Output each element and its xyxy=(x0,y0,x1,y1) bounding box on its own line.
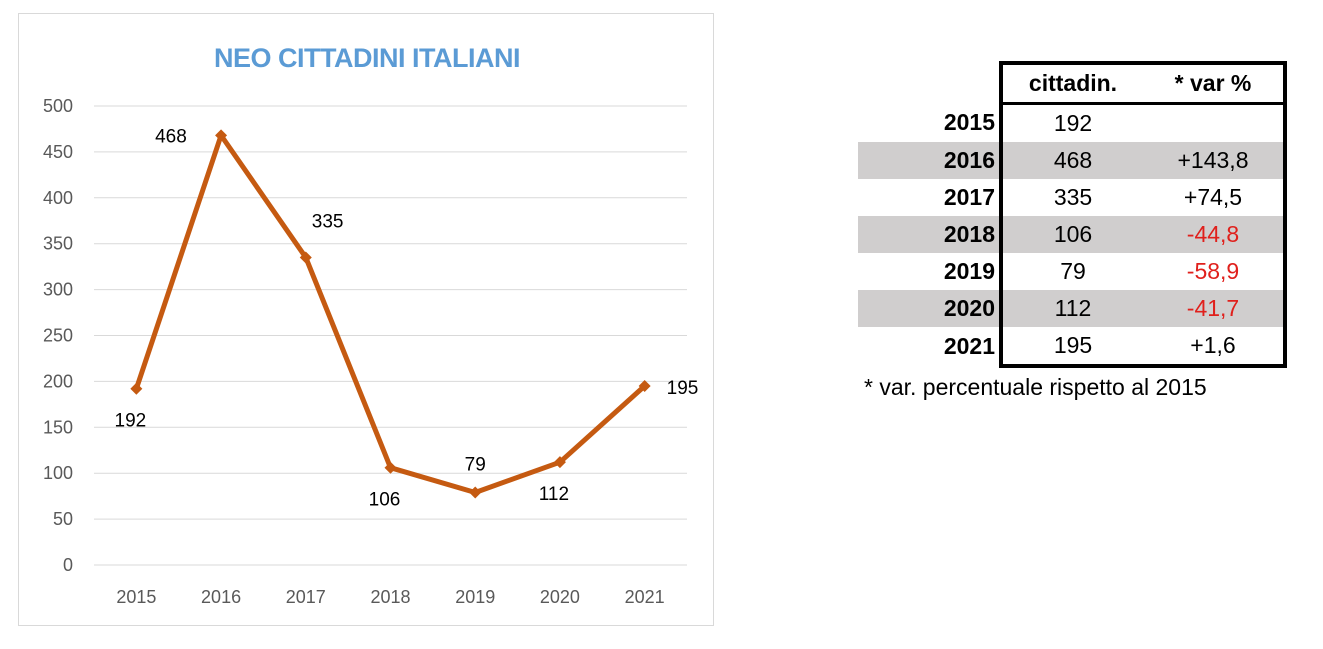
x-tick-label: 2017 xyxy=(286,587,326,607)
x-tick-label: 2015 xyxy=(116,587,156,607)
header-cittadini: cittadin. xyxy=(999,61,1143,105)
x-tick-label: 2018 xyxy=(370,587,410,607)
row-year: 2018 xyxy=(858,216,1003,253)
row-year: 2021 xyxy=(858,327,1003,366)
series-neo-cittadini xyxy=(130,129,651,499)
data-table-container: cittadin. * var % 2015 192 2016 468 +143,8 20… xyxy=(858,61,1287,368)
x-tick-label: 2016 xyxy=(201,587,241,607)
y-tick-label: 250 xyxy=(43,326,73,346)
row-var-percent: +143,8 xyxy=(1143,142,1287,179)
line-chart: NEO CITTADINI ITALIANI 0 50 100 150 200 250 30… xyxy=(43,43,699,607)
table-row: 2019 79 -58,9 xyxy=(858,253,1287,290)
data-label: 192 xyxy=(115,411,147,432)
row-year: 2020 xyxy=(858,290,1003,327)
row-var-percent: -58,9 xyxy=(1143,253,1287,290)
row-year: 2015 xyxy=(858,103,1003,142)
y-tick-label: 200 xyxy=(43,371,73,391)
row-value: 335 xyxy=(1053,184,1093,210)
data-point-marker xyxy=(638,379,651,392)
chart-title: NEO CITTADINI ITALIANI xyxy=(214,43,520,73)
row-year: 2017 xyxy=(858,179,1003,216)
data-label: 468 xyxy=(155,126,187,147)
data-point-marker xyxy=(553,456,566,469)
y-tick-label: 100 xyxy=(43,463,73,483)
row-value: 112 xyxy=(1001,290,1143,327)
table-row: 2016 468 +143,8 xyxy=(858,142,1287,179)
data-point-marker xyxy=(215,129,228,142)
y-tick-label: 350 xyxy=(43,234,73,254)
row-year: 2016 xyxy=(858,142,1003,179)
data-point-marker xyxy=(469,486,482,499)
chart-frame: NEO CITTADINI ITALIANI 0 50 100 150 200 250 30… xyxy=(18,13,714,626)
table-row: 2015 192 xyxy=(858,103,1287,142)
row-value: 468 xyxy=(1001,142,1143,179)
x-axis-ticks: 2015 2016 2017 2018 2019 2020 2021 xyxy=(116,587,664,607)
table-row: 2020 112 -41,7 xyxy=(858,290,1287,327)
x-tick-label: 2019 xyxy=(455,587,495,607)
table-row: 2021 195 +1,6 xyxy=(858,327,1287,368)
y-axis-ticks: 0 50 100 150 200 250 300 350 400 450 500 xyxy=(43,96,73,575)
data-point-marker xyxy=(130,382,143,395)
y-tick-label: 0 xyxy=(63,555,73,575)
row-value: 195 xyxy=(1001,327,1143,368)
row-year: 2019 xyxy=(858,253,1003,290)
table-row: 2017 335 +74,5 xyxy=(858,179,1287,216)
y-tick-label: 400 xyxy=(43,188,73,208)
header-corner xyxy=(858,63,1001,104)
footnote: * var. percentuale rispetto al 2015 xyxy=(864,374,1207,400)
row-var-percent: -41,7 xyxy=(1143,290,1287,327)
row-var-percent: -44,8 xyxy=(1143,216,1287,253)
data-label: 195 xyxy=(667,378,699,399)
row-value: 79 xyxy=(1060,258,1086,284)
table-body: 2015 192 2016 468 +143,8 2017 335 +74,5 2018 106-… xyxy=(858,103,1287,368)
data-labels: 192 468 335 106 79 112 195 xyxy=(115,126,699,510)
row-var-percent: +74,5 xyxy=(1143,179,1287,216)
series-line xyxy=(133,132,648,495)
data-point-marker xyxy=(384,461,397,474)
row-value: 192 xyxy=(1053,110,1093,136)
header-var-percent: * var % xyxy=(1143,61,1287,105)
y-tick-label: 150 xyxy=(43,417,73,437)
y-tick-label: 450 xyxy=(43,142,73,162)
y-tick-label: 300 xyxy=(43,280,73,300)
data-label: 112 xyxy=(539,484,569,505)
y-tick-label: 500 xyxy=(43,96,73,116)
x-tick-label: 2020 xyxy=(540,587,580,607)
y-tick-label: 50 xyxy=(53,509,73,529)
data-label: 79 xyxy=(465,454,486,475)
data-label: 335 xyxy=(312,211,344,232)
data-label: 106 xyxy=(369,490,401,511)
data-table: cittadin. * var % 2015 192 2016 468 +143,8 20… xyxy=(858,61,1287,368)
row-var-percent: +1,6 xyxy=(1143,327,1287,368)
gridlines xyxy=(94,105,687,566)
x-tick-label: 2021 xyxy=(625,587,665,607)
table-row: 2018 106 -44,8 xyxy=(858,216,1287,253)
row-var-percent xyxy=(1143,103,1287,142)
data-point-marker xyxy=(299,251,312,264)
row-value: 106 xyxy=(1001,216,1143,253)
